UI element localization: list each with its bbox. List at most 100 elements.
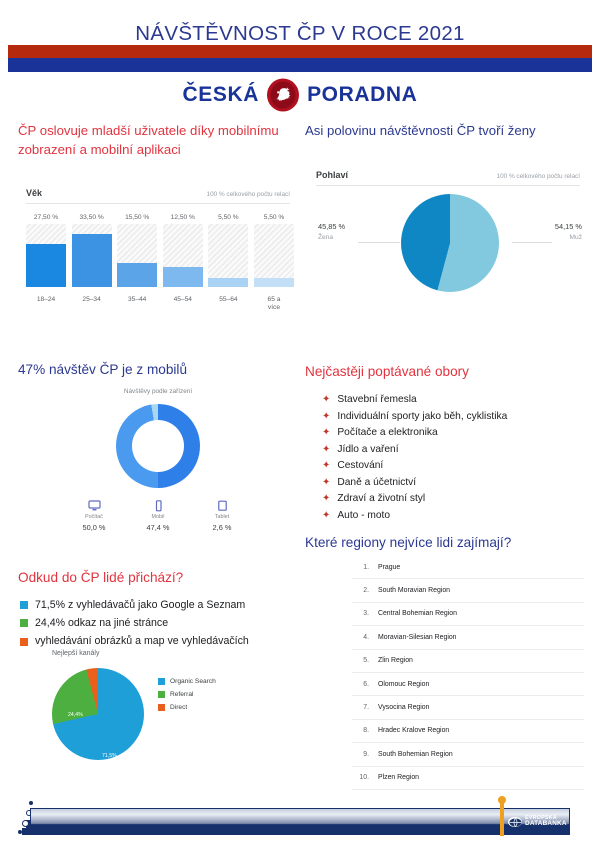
age-bar-value-label: 5,50 % (218, 214, 239, 221)
desktop-icon (87, 500, 101, 511)
age-bar-track (208, 224, 249, 287)
channels-legend-label: Referral (170, 691, 194, 698)
age-axis-label: 35–44 (128, 296, 147, 303)
gender-label-female: 45,85 % Žena (318, 222, 388, 241)
gender-pie-chart: 45,85 % Žena 54,15 % Muž (316, 192, 584, 304)
devices-mobile-name: Mobil (151, 514, 165, 520)
fields-list-item-label: Daně a účetnictví (337, 476, 417, 488)
sources-color-swatch (20, 619, 28, 628)
footer-logo-text: EVROPSKÁ DATABANKA (525, 814, 567, 829)
sources-list-item: vyhledávání obrázků a map ve vyhledávačí… (20, 632, 298, 650)
age-axis-labels: 18–24 25–34 35–44 45–54 55–64 65 a více (26, 296, 294, 312)
fields-list-item-label: Individuální sporty jako běh, cyklistika (337, 410, 508, 422)
sources-section-heading: Odkud do ČP lidé přichází? (18, 570, 184, 585)
info-i-icon (500, 800, 504, 836)
fields-list-item: ✦ Auto - moto (322, 508, 590, 525)
page-title: NÁVŠTĚVNOST ČP V ROCE 2021 (135, 22, 465, 45)
channels-legend: Organic Search Referral Direct (158, 678, 216, 717)
mobile-icon (155, 500, 162, 512)
gender-female-name: Žena (318, 234, 334, 241)
brand-logo: ČESKÁ PORADNA (0, 78, 600, 112)
region-rank: 3. (363, 610, 369, 618)
fields-section-heading: Nejčastěji poptávané obory (305, 364, 469, 379)
channels-legend-item: Direct (158, 704, 216, 711)
gender-label-male: 54,15 % Muž (508, 222, 582, 241)
devices-legend-item-desktop: Počítač 50,0 % (73, 500, 115, 532)
age-bar-column: 5,50 % (208, 214, 249, 292)
devices-desktop-value: 50,0 % (82, 523, 106, 532)
tablet-icon (217, 500, 227, 511)
age-bar-column: 15,50 % (117, 214, 158, 292)
plus-bullet-icon: ✦ (322, 410, 331, 422)
gender-pie-graphic (401, 194, 499, 292)
region-name: Vysocina Region (378, 704, 430, 712)
channels-legend-item: Referral (158, 691, 216, 698)
region-name: Zlin Region (378, 657, 413, 665)
region-name: South Bohemian Region (378, 750, 453, 758)
age-section-heading: ČP oslovuje mladší uživatele díky mobiln… (18, 123, 279, 157)
devices-donut-graphic (116, 404, 200, 488)
channels-label-referral: 24,4% (68, 712, 83, 718)
age-bar-track (162, 224, 203, 287)
table-row: 6. Olomouc Region (352, 673, 584, 697)
devices-tablet-name: Tablet (214, 514, 230, 520)
fields-list-item: ✦ Počítače a elektronika (322, 425, 590, 442)
age-bar-fill (26, 243, 66, 287)
age-bar-chart: 27,50 % 33,50 % 15,50 % 12,50 % 5,50 % 5,50 %… (26, 214, 294, 319)
age-axis-label: 65 a více (267, 296, 281, 312)
table-row: 1. Prague (352, 556, 584, 580)
age-bar-column: 33,50 % (71, 214, 112, 292)
footer-logo-line2: DATABANKA (525, 820, 567, 828)
devices-section-heading: 47% návštěv ČP je z mobilů (18, 362, 187, 377)
sources-color-swatch (20, 637, 28, 646)
age-bar-fill (162, 267, 203, 287)
region-name: Hradec Kralove Region (378, 727, 450, 735)
sources-list: 71,5% z vyhledávačů jako Google a Seznam… (20, 596, 298, 651)
age-bar-value-label: 33,50 % (79, 214, 104, 221)
footer-logo-line1: EVROPSKÁ (525, 814, 557, 821)
region-rank: 4. (363, 633, 369, 641)
devices-legend-item-tablet: Tablet 2,6 % (201, 500, 243, 532)
czech-lion-crest-icon (267, 78, 300, 112)
age-bar-value-label: 27,50 % (33, 214, 59, 221)
fields-list-item: ✦ Jídlo a vaření (322, 442, 590, 459)
channels-legend-swatch (158, 704, 165, 711)
age-axis-label: 55–64 (219, 296, 238, 303)
age-bar-fill (71, 234, 112, 287)
devices-donut-hole (132, 420, 184, 472)
gender-card-header: Pohlaví 100 % celkového počtu relací (316, 170, 580, 186)
gender-chart-card: Pohlaví 100 % celkového počtu relací 45,… (316, 170, 582, 304)
gender-card-title: Pohlaví (316, 170, 349, 180)
channels-legend-swatch (158, 691, 165, 698)
sources-list-item: 71,5% z vyhledávačů jako Google a Seznam (20, 596, 298, 614)
plus-bullet-icon: ✦ (322, 476, 331, 488)
age-bar-column: 5,50 % (253, 214, 294, 292)
devices-chart-title: Návštěvy podle zařízení (123, 388, 193, 395)
region-rank: 9. (363, 750, 369, 758)
footer-logo: EVROPSKÁ DATABANKA (508, 812, 570, 832)
fields-list-item-label: Počítače a elektronika (337, 427, 438, 439)
channels-label-organic: 71,5% (102, 753, 117, 759)
age-bar-fill (208, 278, 249, 287)
age-card-subtitle: 100 % celkového počtu relací (206, 191, 290, 198)
gender-leader-line-right (512, 242, 552, 243)
sources-list-item-label: 71,5% z vyhledávačů jako Google a Seznam (35, 599, 246, 611)
region-name: Central Bohemian Region (378, 610, 457, 618)
brand-name-left: ČESKÁ (182, 83, 260, 106)
regions-table: 1. Prague 2. South Moravian Region 3. Central… (352, 556, 584, 790)
table-row: 2. South Moravian Region (352, 579, 584, 603)
region-name: Moravian-Silesian Region (378, 633, 457, 641)
fields-list-item-label: Zdraví a životní styl (337, 493, 426, 505)
age-bar-track (71, 224, 112, 287)
region-rank: 1. (363, 563, 369, 571)
age-chart-card: Věk 100 % celkového počtu relací 27,50 %… (26, 188, 294, 319)
age-bar-fill (253, 278, 294, 287)
region-rank: 7. (363, 704, 369, 712)
fields-list-item-label: Cestování (337, 460, 384, 472)
gender-male-name: Muž (569, 234, 582, 241)
footer-step-1 (22, 828, 32, 835)
devices-chart-card: Návštěvy podle zařízení Počítač 50,0 % M… (26, 388, 290, 532)
gender-section-heading: Asi polovinu návštěvnosti ČP tvoří ženy (305, 123, 536, 138)
table-row: 7. Vysocina Region (352, 696, 584, 720)
